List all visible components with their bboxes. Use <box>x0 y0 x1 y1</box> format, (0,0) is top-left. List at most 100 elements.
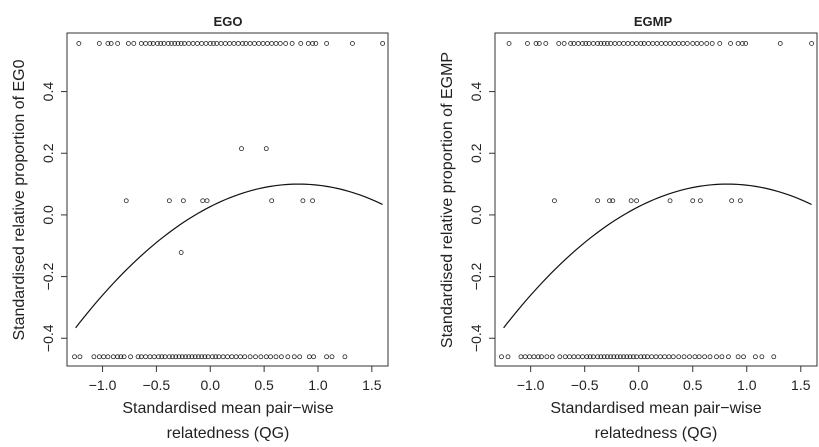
data-point <box>611 354 617 360</box>
data-point <box>667 198 673 204</box>
data-point <box>183 354 188 360</box>
data-point <box>159 354 165 360</box>
data-point <box>227 41 233 46</box>
data-point <box>273 354 279 360</box>
data-point <box>218 41 224 46</box>
y-axis-label: Standardised relative proportion of EG0 <box>11 59 28 340</box>
data-point <box>156 354 161 360</box>
data-point <box>777 41 783 46</box>
data-point <box>96 41 102 46</box>
panel-egmp: EGMP −1.0 −0.5 0.0 0.5 1.0 1.5 −0.4 −0.2 0.0 0.2… <box>439 14 818 442</box>
data-point <box>627 354 633 360</box>
panel-title: EGMP <box>634 14 673 29</box>
data-point <box>676 354 682 360</box>
data-point <box>614 354 620 360</box>
data-point <box>178 41 184 46</box>
data-point <box>199 354 205 360</box>
data-point <box>598 41 604 46</box>
data-point <box>135 354 141 360</box>
y-tick-label: 0.0 <box>40 205 56 225</box>
data-point <box>269 198 275 204</box>
data-point <box>189 354 195 360</box>
data-point <box>235 41 241 46</box>
data-point <box>621 41 626 46</box>
data-point <box>125 41 131 46</box>
data-point <box>342 354 348 360</box>
data-point <box>239 146 244 152</box>
data-point <box>607 198 612 204</box>
data-point <box>735 354 741 360</box>
data-point <box>621 354 626 360</box>
x-tick-label: 0.5 <box>254 377 274 393</box>
data-point <box>115 354 121 360</box>
data-point <box>105 41 111 46</box>
data-point <box>138 41 144 46</box>
y-tick-label: −0.4 <box>468 324 484 352</box>
data-point <box>680 41 686 46</box>
data-point <box>544 354 550 360</box>
x-tick-label: 1.0 <box>737 377 757 393</box>
data-point <box>242 354 248 360</box>
data-point <box>610 198 616 204</box>
data-point <box>72 354 77 360</box>
data-point <box>329 354 335 360</box>
data-point <box>499 354 504 360</box>
x-axis: −1.0 −0.5 0.0 0.5 1.0 1.5 <box>89 366 382 393</box>
data-point <box>298 41 304 46</box>
data-point <box>77 354 83 360</box>
data-point <box>717 41 723 46</box>
data-point <box>527 354 532 360</box>
y-tick-label: −0.2 <box>468 263 484 291</box>
data-point <box>759 354 765 360</box>
data-point <box>324 41 330 46</box>
data-point <box>692 354 698 360</box>
data-point <box>238 354 243 360</box>
data-point <box>115 41 121 46</box>
data-point <box>630 354 636 360</box>
data-point <box>207 41 213 46</box>
data-point <box>601 354 607 360</box>
data-point <box>525 41 530 46</box>
data-point <box>604 41 610 46</box>
data-point <box>143 354 149 360</box>
data-point <box>220 354 226 360</box>
data-point <box>300 198 306 204</box>
data-point <box>170 354 175 360</box>
data-point <box>567 354 572 360</box>
data-point <box>143 41 149 46</box>
data-point <box>169 41 174 46</box>
data-point <box>247 41 253 46</box>
data-point <box>690 41 696 46</box>
data-point <box>539 354 544 360</box>
x-axis-label-line1: Standardised mean pair−wise <box>550 400 761 417</box>
data-point <box>598 354 604 360</box>
data-point <box>634 198 639 204</box>
data-point <box>670 354 676 360</box>
data-point <box>260 41 266 46</box>
data-point <box>264 41 270 46</box>
data-point <box>380 41 386 46</box>
data-point <box>522 354 528 360</box>
data-point <box>533 41 539 46</box>
data-point <box>91 354 97 360</box>
data-point <box>121 354 127 360</box>
data-point <box>663 41 669 46</box>
x-axis-label-line2: relatedness (QG) <box>167 425 290 442</box>
data-point <box>263 146 269 152</box>
y-tick-label: 0.2 <box>468 143 484 163</box>
data-point <box>719 354 725 360</box>
data-point <box>657 354 663 360</box>
data-point <box>268 354 273 360</box>
data-point <box>233 354 239 360</box>
data-point <box>697 198 703 204</box>
data-point <box>263 354 269 360</box>
x-tick-label: 1.5 <box>791 377 811 393</box>
data-point <box>172 41 178 46</box>
data-point <box>311 354 317 360</box>
data-point <box>704 41 710 46</box>
data-point <box>595 354 601 360</box>
data-point <box>194 41 200 46</box>
data-point <box>698 41 704 46</box>
data-point <box>638 354 644 360</box>
data-point <box>310 41 316 46</box>
